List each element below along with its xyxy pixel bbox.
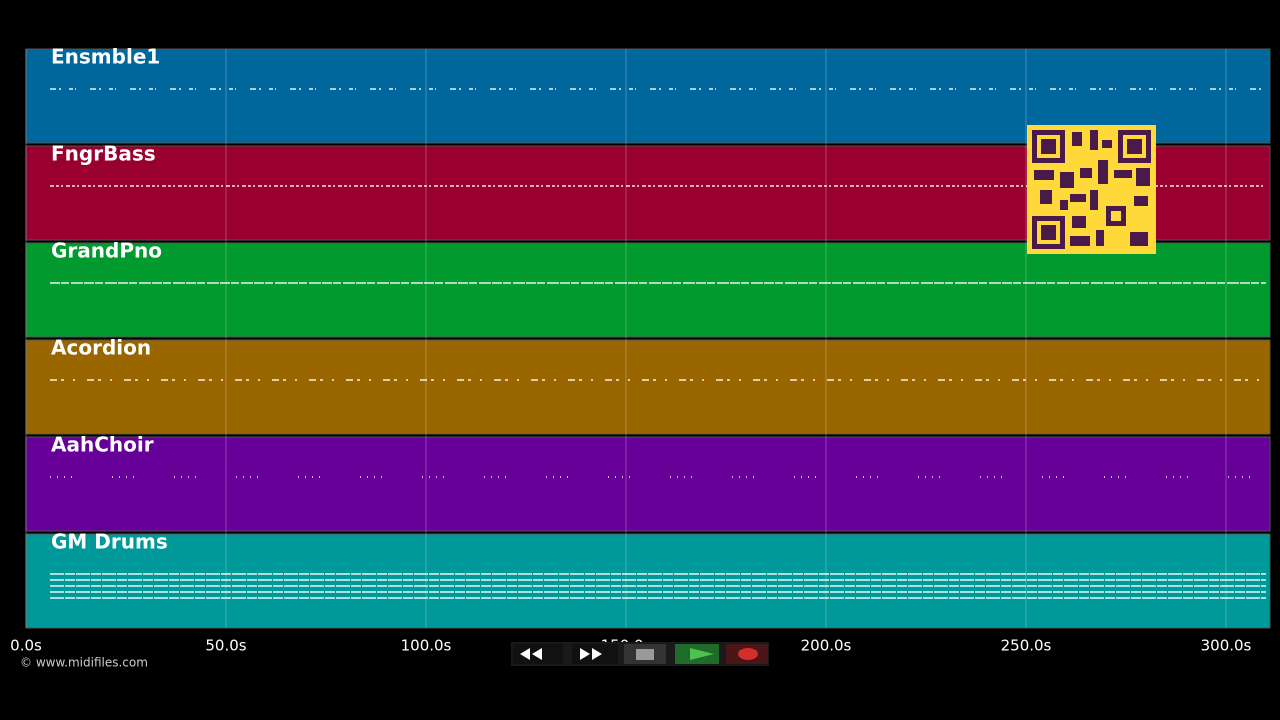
track-name: GrandPno (51, 239, 162, 263)
x-tick-label: 50.0s (205, 637, 246, 655)
track-lane (25, 242, 1271, 338)
x-tick-label: 250.0s (1001, 637, 1052, 655)
track-name: Ensmble1 (51, 45, 160, 69)
track-lane (25, 533, 1271, 629)
track-name: GM Drums (51, 530, 168, 554)
qr-code (1027, 125, 1156, 254)
x-tick-label: 200.0s (801, 637, 852, 655)
playback-controls (511, 642, 769, 666)
track-name: FngrBass (51, 142, 156, 166)
x-tick-label: 300.0s (1201, 637, 1252, 655)
rewind-icon (520, 648, 542, 660)
qr-pattern (1032, 130, 1151, 249)
play-icon (690, 648, 714, 660)
forward-icon (580, 648, 602, 660)
record-icon (738, 648, 758, 660)
track-name: Acordion (51, 336, 151, 360)
track-lane (25, 436, 1271, 532)
track-lane (25, 339, 1271, 435)
stop-icon (636, 649, 654, 660)
x-tick-label: 100.0s (401, 637, 452, 655)
x-tick-label: 0.0s (10, 637, 42, 655)
copyright: © www.midifiles.com (20, 656, 148, 670)
track-name: AahChoir (51, 433, 154, 457)
